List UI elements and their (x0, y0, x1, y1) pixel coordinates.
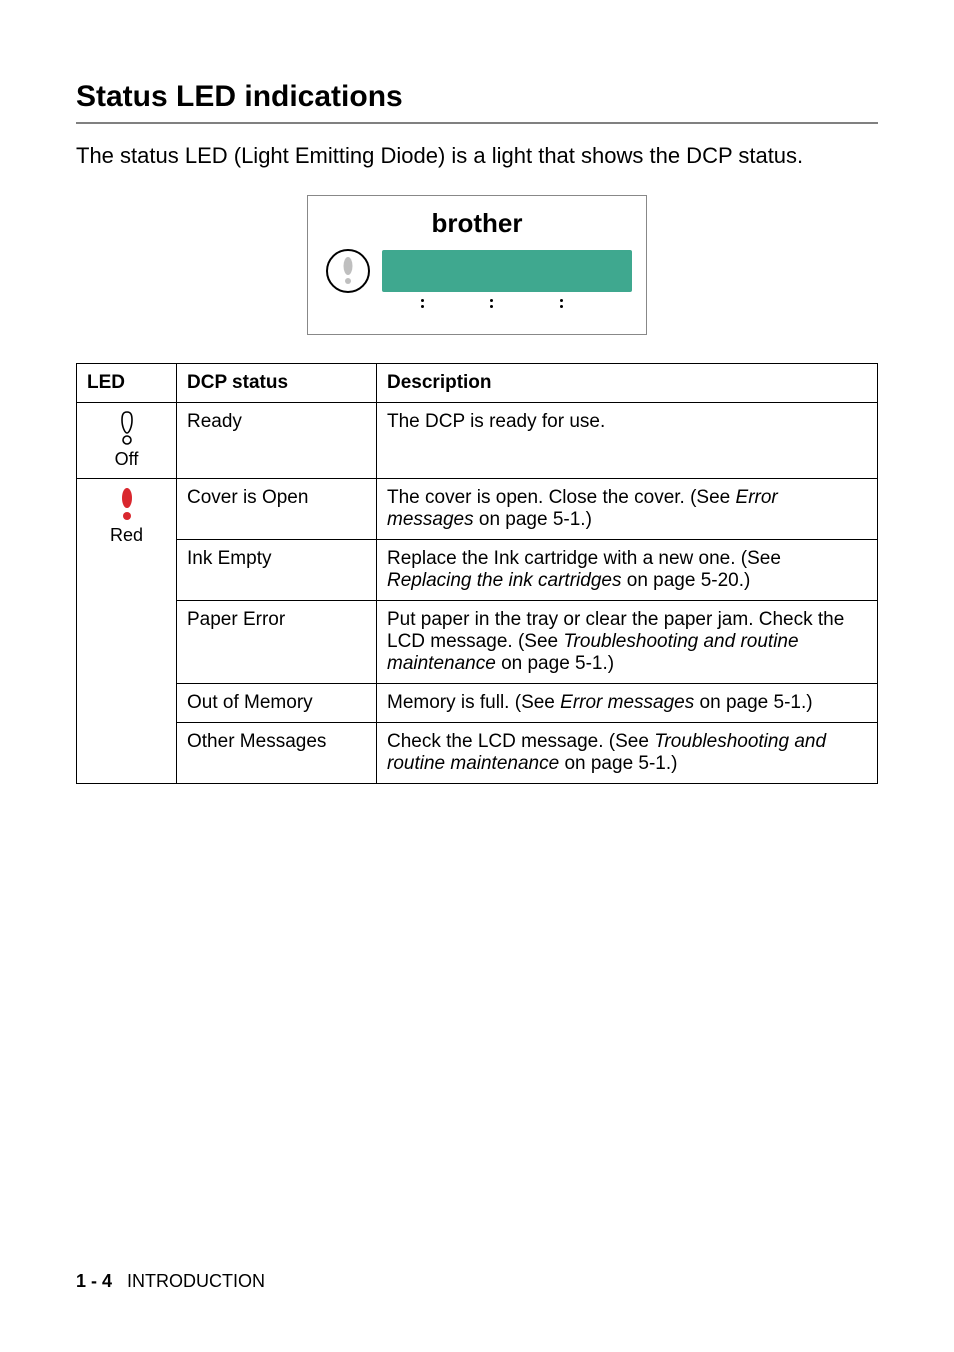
panel-illustration: brother (76, 195, 878, 335)
lcd-screen (382, 250, 632, 292)
led-red-label: Red (110, 525, 143, 546)
panel-dots (308, 293, 646, 308)
status-cell: Cover is Open (177, 478, 377, 539)
led-cell-off: Off (77, 402, 177, 478)
status-cell: Ready (177, 402, 377, 478)
table-row: Other Messages Check the LCD message. (S… (77, 722, 878, 783)
page-number: 1 - 4 (76, 1271, 112, 1291)
table-row: Out of Memory Memory is full. (See Error… (77, 683, 878, 722)
led-off-label: Off (115, 449, 139, 470)
heading-rule (76, 122, 878, 124)
intro-text: The status LED (Light Emitting Diode) is… (76, 142, 878, 171)
status-cell: Out of Memory (177, 683, 377, 722)
desc-cell: The cover is open. Close the cover. (See… (377, 478, 878, 539)
col-header-status: DCP status (177, 363, 377, 402)
desc-cell: Put paper in the tray or clear the paper… (377, 600, 878, 683)
status-led-circle (326, 249, 370, 293)
desc-cell: Replace the Ink cartridge with a new one… (377, 539, 878, 600)
table-header-row: LED DCP status Description (77, 363, 878, 402)
desc-cell: Check the LCD message. (See Troubleshoot… (377, 722, 878, 783)
exclamation-icon (341, 257, 355, 285)
col-header-desc: Description (377, 363, 878, 402)
table-row: Red Cover is Open The cover is open. Clo… (77, 478, 878, 539)
section-name: INTRODUCTION (127, 1271, 265, 1291)
table-row: Ink Empty Replace the Ink cartridge with… (77, 539, 878, 600)
status-cell: Paper Error (177, 600, 377, 683)
page-footer: 1 - 4 INTRODUCTION (76, 1271, 265, 1292)
led-cell-red: Red (77, 478, 177, 783)
table-row: Off Ready The DCP is ready for use. (77, 402, 878, 478)
led-off-icon (118, 411, 136, 445)
section-heading: Status LED indications (76, 80, 878, 114)
led-status-table: LED DCP status Description Off Ready (76, 363, 878, 784)
led-red-icon (118, 487, 136, 521)
status-cell: Other Messages (177, 722, 377, 783)
desc-cell: The DCP is ready for use. (377, 402, 878, 478)
table-row: Paper Error Put paper in the tray or cle… (77, 600, 878, 683)
desc-cell: Memory is full. (See Error messages on p… (377, 683, 878, 722)
status-cell: Ink Empty (177, 539, 377, 600)
brand-logo: brother (308, 196, 646, 239)
col-header-led: LED (77, 363, 177, 402)
printer-panel: brother (307, 195, 647, 335)
